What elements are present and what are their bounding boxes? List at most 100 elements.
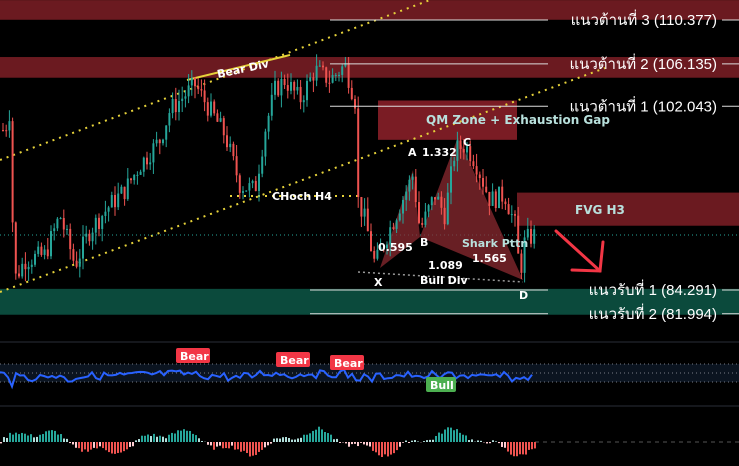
histogram-bar <box>423 441 425 442</box>
candle-body <box>98 217 100 229</box>
candle-body <box>155 139 158 144</box>
candle-body <box>501 186 504 202</box>
histogram-bar <box>249 442 251 457</box>
candle-body <box>133 174 136 181</box>
histogram-bar <box>450 427 452 442</box>
histogram-bar <box>516 442 518 457</box>
candle-body <box>488 191 491 206</box>
candle-body <box>408 179 411 192</box>
histogram-bar <box>393 442 395 454</box>
histogram-bar <box>153 433 155 442</box>
candle-body <box>152 143 155 163</box>
candle-body <box>117 193 120 208</box>
histogram-bar <box>285 437 287 442</box>
candle-body <box>110 195 113 208</box>
candle-body <box>178 101 180 113</box>
histogram-bar <box>0 442 2 444</box>
histogram-bar <box>42 434 44 442</box>
histogram-bar <box>69 442 71 444</box>
histogram-bar <box>141 435 143 442</box>
candle-body <box>14 222 17 274</box>
candle-body <box>75 260 78 267</box>
candle-body <box>430 197 433 206</box>
zone <box>0 0 739 20</box>
histogram-bar <box>180 430 182 442</box>
point-c: C <box>463 136 471 149</box>
histogram-bar <box>402 442 404 443</box>
histogram-bar <box>3 437 5 442</box>
histogram-bar <box>459 432 461 442</box>
candle-body <box>347 63 350 88</box>
histogram-bar <box>165 438 167 442</box>
candle-body <box>162 139 164 144</box>
rsi-line <box>0 368 533 390</box>
candle-body <box>312 77 315 81</box>
histogram-bar <box>465 435 467 442</box>
histogram-bar <box>213 442 215 450</box>
point-d: D <box>519 289 528 302</box>
histogram-bar <box>489 442 491 444</box>
candle-body <box>299 86 302 103</box>
histogram-bar <box>348 442 350 447</box>
level-label: แนวต้านที่ 2 (106.135) <box>569 53 717 73</box>
histogram-bar <box>300 437 302 442</box>
histogram-bar <box>282 437 284 442</box>
histogram-bar <box>486 442 488 444</box>
candle-body <box>450 166 452 193</box>
histogram-bar <box>75 442 77 448</box>
histogram-bar <box>198 438 200 442</box>
histogram-bar <box>507 442 509 452</box>
candle-body <box>338 74 340 76</box>
histogram-bar <box>12 434 14 442</box>
histogram-bar <box>276 438 278 442</box>
pattern-bcd <box>420 137 523 280</box>
histogram-bar <box>426 440 428 442</box>
candle-body <box>120 186 123 194</box>
candle-body <box>222 118 225 136</box>
candle-body <box>392 227 395 229</box>
candle-body <box>190 78 193 86</box>
svg-text:Bear: Bear <box>334 357 363 370</box>
candle-body <box>357 108 360 197</box>
candle-body <box>91 232 94 242</box>
candle-body <box>139 171 142 175</box>
level-label: แนวต้านที่ 3 (110.377) <box>571 9 717 29</box>
histogram-bar <box>243 442 245 451</box>
histogram-bar <box>72 442 74 445</box>
zone <box>0 288 739 315</box>
candle-body <box>373 250 376 259</box>
histogram-bar <box>531 442 533 450</box>
histogram-bar <box>339 442 341 444</box>
histogram-bar <box>195 435 197 442</box>
candle-body <box>424 211 427 225</box>
histogram-bar <box>210 442 212 446</box>
candle-body <box>158 139 161 144</box>
candle-body <box>149 162 152 165</box>
histogram-bar <box>264 442 266 448</box>
histogram-bar <box>102 442 104 449</box>
candle-body <box>283 78 286 86</box>
histogram-bar <box>117 442 119 454</box>
histogram-bar <box>528 442 530 450</box>
histogram-bar <box>360 442 362 443</box>
histogram-bar <box>468 440 470 442</box>
histogram-bar <box>297 438 299 442</box>
candle-body <box>50 231 52 257</box>
candle-body <box>354 99 356 109</box>
candle-body <box>85 233 88 237</box>
histogram-bar <box>216 442 218 447</box>
histogram-bar <box>6 437 8 442</box>
histogram-bar <box>201 440 203 442</box>
candle-body <box>309 77 312 81</box>
histogram-bar <box>291 439 293 442</box>
candle-body <box>229 143 232 148</box>
candle-body <box>526 228 529 238</box>
histogram-bar <box>534 442 536 449</box>
choch-label: CHoch H4 <box>272 190 332 203</box>
svg-text:Bear: Bear <box>180 350 209 363</box>
candle-body <box>418 202 420 223</box>
candle-body <box>520 253 523 273</box>
histogram-bar <box>30 434 32 442</box>
candle-body <box>226 135 228 148</box>
